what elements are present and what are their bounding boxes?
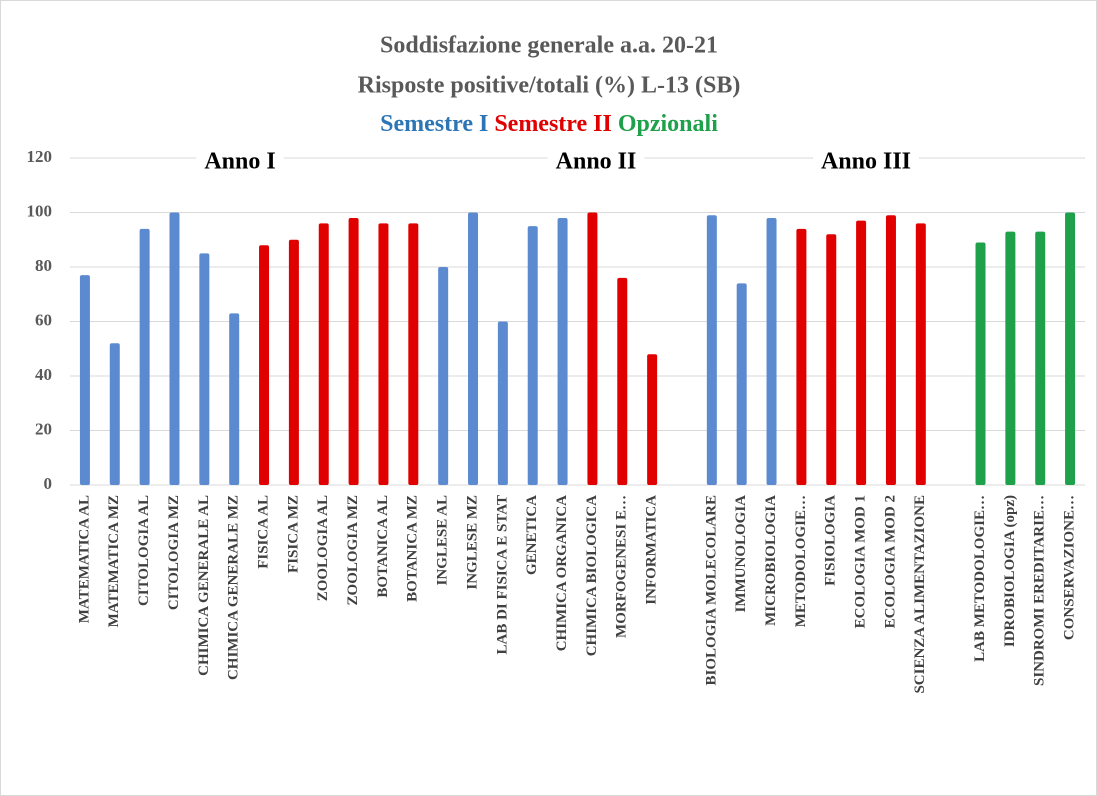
x-tick-label: LAB DI FISICA E STAT — [494, 495, 510, 654]
bar — [826, 234, 837, 485]
x-tick-label: IMMUNOLOGIA — [733, 495, 749, 613]
bar — [438, 267, 449, 485]
x-tick-label: INGLESE MZ — [464, 495, 480, 590]
annotation: Anno I — [204, 149, 275, 175]
bar — [288, 239, 299, 485]
chart-subtitle: Semestre I Semestre II Opzionali — [380, 111, 718, 137]
y-tick-label: 20 — [35, 419, 52, 438]
x-tick-label: CHIMICA GENERALE AL — [196, 495, 212, 676]
bar — [229, 313, 240, 485]
bar — [1005, 231, 1016, 485]
x-tick-label: FISICA AL — [255, 495, 271, 569]
x-tick-label: BIOLOGIA MOLECOLARE — [703, 495, 719, 685]
bar — [408, 223, 419, 485]
x-tick-label: MATEMATICA MZ — [106, 495, 122, 627]
x-tick-label: CITOLOGIA AL — [136, 495, 152, 606]
x-tick-label: INFORMATICA — [644, 495, 660, 605]
bar — [856, 220, 867, 486]
x-tick-label: ZOOLOGIA MZ — [345, 495, 361, 605]
chart-title: Soddisfazione generale a.a. 20-21 — [380, 33, 718, 59]
y-tick-label: 80 — [35, 256, 52, 275]
bar — [259, 245, 270, 485]
y-tick-label: 60 — [35, 310, 52, 329]
x-tick-label: METODOLOGIE… — [793, 495, 809, 627]
x-tick-label: BOTANICA AL — [375, 495, 391, 598]
x-tick-label: MORFOGENESI E… — [614, 495, 630, 638]
bar — [318, 223, 329, 485]
bar — [378, 223, 389, 485]
annotation-bg — [196, 148, 284, 175]
annotation: Anno III — [821, 149, 911, 175]
bar — [139, 228, 150, 485]
x-tick-label: IDROBIOLOGIA (opz) — [1002, 495, 1018, 647]
bar — [348, 217, 359, 485]
bar — [169, 212, 180, 485]
annotation: Anno II — [556, 149, 637, 175]
bar — [885, 215, 896, 485]
x-tick-label: CITOLOGIA MZ — [166, 495, 182, 610]
annotation-bg — [812, 148, 920, 175]
y-tick-label: 40 — [35, 365, 52, 384]
x-tick-label: BOTANICA MZ — [405, 495, 421, 602]
subtitle-part: Semestre II — [494, 111, 612, 137]
x-tick-label: CONSERVAZIONE… — [1062, 495, 1078, 640]
bar — [736, 283, 747, 485]
x-tick-label: CHIMICA ORGANICA — [554, 495, 570, 651]
x-tick-label: SINDROMI EREDITARIE… — [1032, 495, 1048, 686]
bar — [647, 354, 658, 485]
x-tick-label: CHIMICA BIOLOGICA — [584, 495, 600, 656]
y-tick-label: 100 — [27, 201, 53, 220]
x-tick-label: FISICA MZ — [285, 495, 301, 573]
x-tick-label: ZOOLOGIA AL — [315, 495, 331, 601]
x-tick-label: SCIENZA ALIMENTAZIONE — [912, 495, 928, 694]
bar — [557, 217, 568, 485]
bar — [915, 223, 926, 485]
x-tick-label: MICROBIOLOGIA — [763, 495, 779, 626]
bar — [79, 275, 90, 485]
bar — [706, 215, 717, 485]
bar — [527, 226, 538, 485]
bar — [199, 253, 210, 485]
x-tick-label: CHIMICA GENERALE MZ — [226, 495, 242, 680]
annotation-bg — [547, 148, 645, 175]
y-tick-label: 0 — [44, 474, 53, 493]
bar — [497, 321, 508, 485]
bar — [1065, 212, 1076, 485]
bar — [1035, 231, 1046, 485]
x-tick-label: LAB METODOLOGIE… — [972, 495, 988, 662]
bar — [109, 343, 120, 485]
bar — [766, 217, 777, 485]
bar — [617, 277, 628, 485]
bar — [468, 212, 479, 485]
x-tick-label: MATEMATICA AL — [76, 495, 92, 623]
x-tick-label: INGLESE AL — [435, 495, 451, 585]
y-tick-label: 120 — [27, 147, 53, 166]
subtitle-part: Opzionali — [618, 111, 718, 137]
x-tick-label: GENETICA — [524, 495, 540, 575]
x-tick-label: ECOLOGIA MOD 1 — [853, 495, 869, 628]
subtitle-part: Semestre I — [380, 111, 488, 137]
chart-title: Risposte positive/totali (%) L-13 (SB) — [358, 73, 741, 99]
x-tick-label: FISIOLOGIA — [823, 495, 839, 586]
bar — [587, 212, 598, 485]
bar — [975, 242, 986, 485]
bar — [796, 228, 807, 485]
x-tick-label: ECOLOGIA MOD 2 — [882, 495, 898, 628]
